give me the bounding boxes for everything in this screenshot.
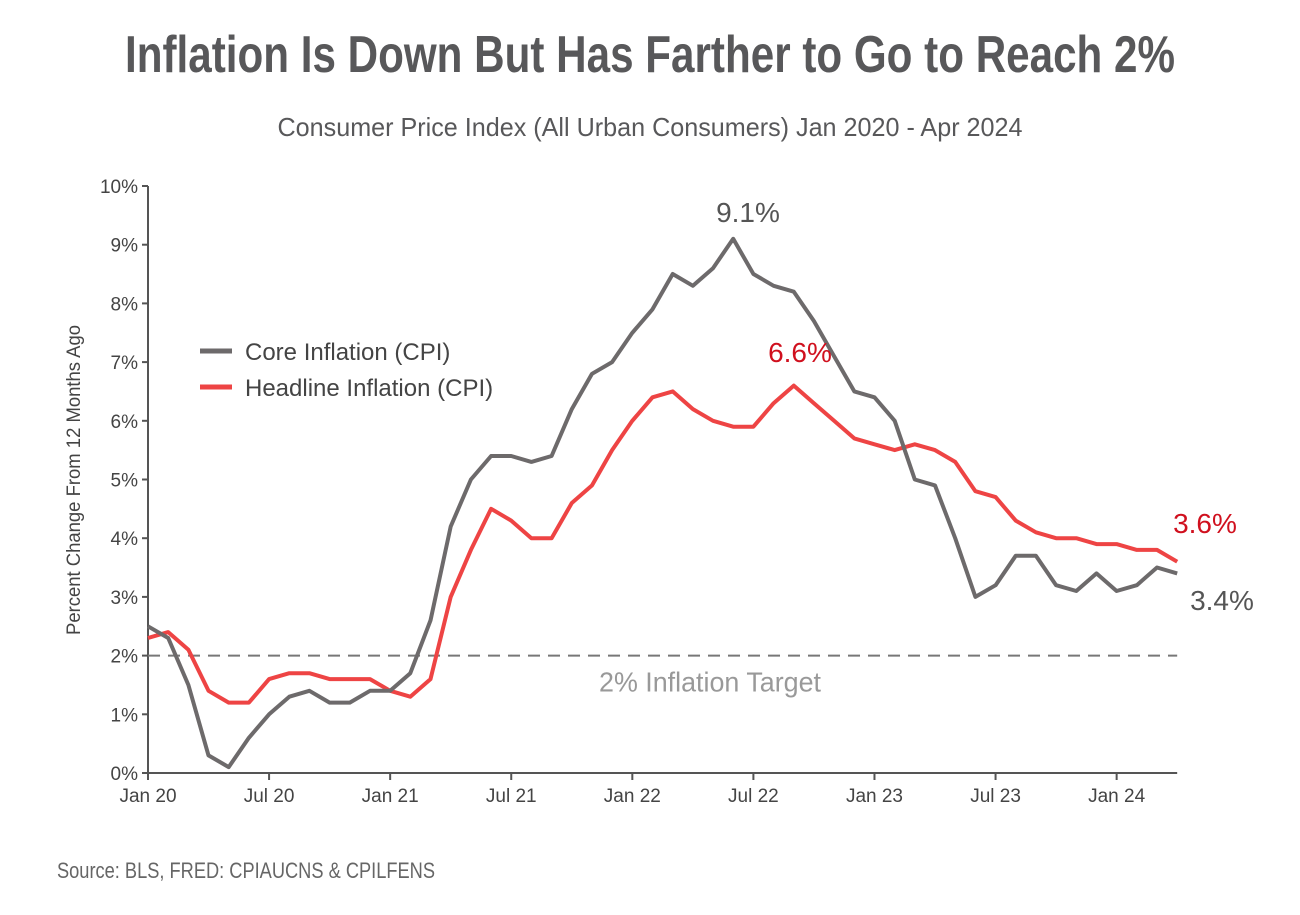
y-tick-label: 6% <box>111 412 139 433</box>
y-tick-label: 2% <box>111 647 139 668</box>
x-tick-label: Jul 20 <box>244 786 295 807</box>
legend-label: Headline Inflation (CPI) <box>245 375 493 402</box>
annotation-label: 9.1% <box>716 197 780 228</box>
y-tick-label: 5% <box>111 471 139 492</box>
x-tick-label: Jan 24 <box>1088 786 1145 807</box>
annotation-label: 6.6% <box>768 337 832 368</box>
y-tick-label: 4% <box>111 529 139 550</box>
y-tick-label: 7% <box>111 353 139 374</box>
y-axis-label: Percent Change From 12 Months Ago <box>64 325 85 635</box>
x-tick-label: Jan 22 <box>604 786 661 807</box>
source-note: Source: BLS, FRED: CPIAUCNS & CPILFENS <box>57 858 435 883</box>
legend-label: Core Inflation (CPI) <box>245 339 450 366</box>
y-tick-label: 3% <box>111 588 139 609</box>
x-tick-label: Jan 23 <box>846 786 903 807</box>
target-line-label: 2% Inflation Target <box>599 667 821 698</box>
y-tick-label: 9% <box>111 236 139 257</box>
y-tick-label: 1% <box>111 705 139 726</box>
y-tick-label: 10% <box>100 177 138 198</box>
chart-title: Inflation Is Down But Has Farther to Go … <box>125 26 1175 84</box>
x-tick-label: Jul 23 <box>970 786 1021 807</box>
x-tick-label: Jan 20 <box>119 786 176 807</box>
chart-subtitle: Consumer Price Index (All Urban Consumer… <box>278 112 1023 142</box>
series-line-headline <box>148 386 1177 703</box>
x-tick-label: Jul 22 <box>728 786 779 807</box>
x-tick-label: Jul 21 <box>486 786 537 807</box>
y-tick-label: 8% <box>111 294 139 315</box>
annotation-label: 3.4% <box>1190 585 1254 616</box>
y-tick-label: 0% <box>111 764 139 785</box>
annotation-label: 3.6% <box>1173 508 1237 539</box>
x-tick-label: Jan 21 <box>362 786 419 807</box>
